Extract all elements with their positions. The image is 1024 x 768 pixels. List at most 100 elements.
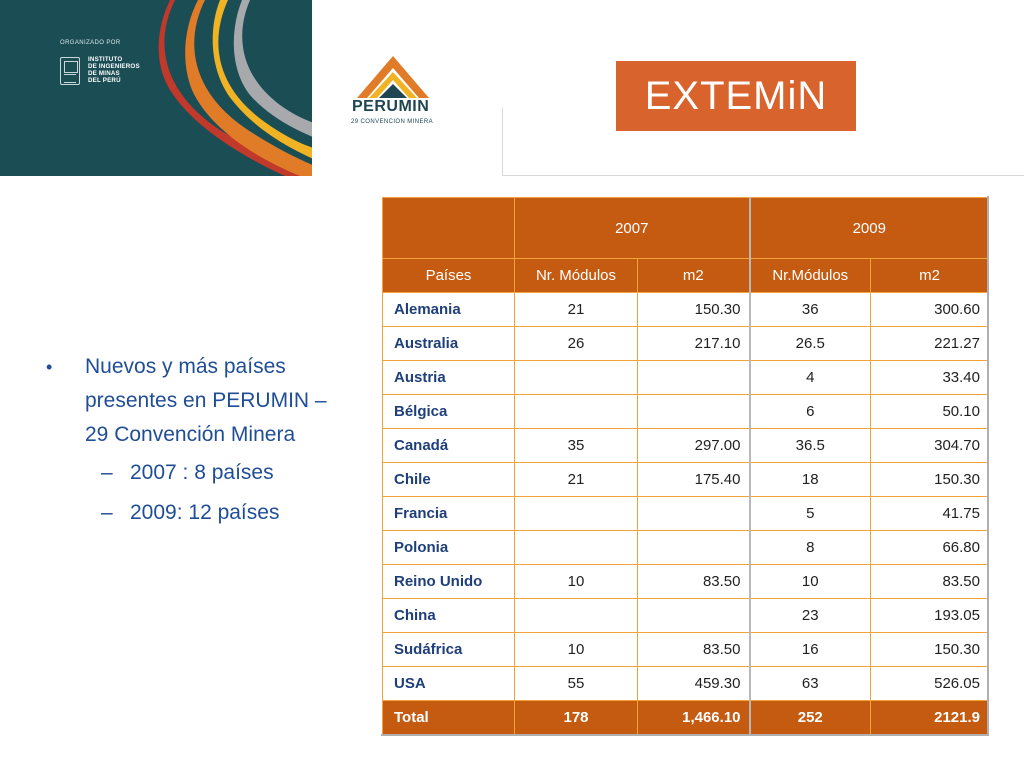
extemin-logo-text: EXTEMiN — [644, 73, 828, 118]
country-cell: Francia — [382, 496, 515, 531]
table-row: Polonia 8 66.80 — [382, 530, 989, 565]
m2-2007-cell: 150.30 — [637, 292, 750, 327]
institute-name-line: DE MINAS — [88, 70, 120, 77]
modules-2009-cell: 10 — [748, 564, 871, 599]
year-header-row: 2007 2009 — [382, 197, 989, 259]
institute-name-line: INSTITUTO — [88, 56, 123, 63]
m2-2009-cell: 66.80 — [870, 530, 989, 565]
modules-2007-cell — [514, 530, 638, 565]
modules-2009-cell: 36 — [748, 292, 871, 327]
sub-bullet-item: – 2007 : 8 países — [46, 453, 336, 493]
column-header-row: Países Nr. Módulos m2 Nr.Módulos m2 — [382, 258, 989, 293]
table-row: Austria 4 33.40 — [382, 360, 989, 395]
m2-2009-cell: 150.30 — [870, 462, 989, 497]
header-band: ORGANIZADO POR INSTITUTO DE INGENIEROS D… — [0, 0, 312, 176]
bullet-marker: • — [46, 357, 53, 377]
bullet-text: Nuevos y más países presentes en PERUMIN… — [85, 355, 327, 446]
modules-2009-cell: 252 — [748, 700, 871, 735]
sub-bullet-dash: – — [101, 501, 113, 524]
country-cell: USA — [382, 666, 515, 701]
country-cell: Bélgica — [382, 394, 515, 429]
m2-2007-cell: 83.50 — [637, 564, 750, 599]
m2-2009-cell: 193.05 — [870, 598, 989, 633]
perumin-subtitle: 29 CONVENCION MINERA — [351, 119, 434, 125]
modules-2009-cell: 6 — [748, 394, 871, 429]
bullet-list: • Nuevos y más países presentes en PERUM… — [46, 350, 336, 533]
column-header-m2-2007: m2 — [637, 258, 750, 293]
header-divider-vertical — [502, 108, 503, 176]
modules-2007-cell: 55 — [514, 666, 638, 701]
modules-2007-cell — [514, 598, 638, 633]
m2-2007-cell: 217.10 — [637, 326, 750, 361]
country-cell: Alemania — [382, 292, 515, 327]
m2-2007-cell — [637, 598, 750, 633]
institute-name: INSTITUTO DE INGENIEROS DE MINAS DEL PER… — [88, 56, 178, 84]
institute-name-line: DEL PERÚ — [88, 77, 121, 84]
organizer-label: ORGANIZADO POR — [60, 40, 121, 46]
header-divider-horizontal — [502, 175, 1024, 176]
year-header-blank — [382, 197, 515, 259]
table-row: China 23 193.05 — [382, 598, 989, 633]
perumin-mountain-icon — [357, 56, 429, 98]
m2-2009-cell: 41.75 — [870, 496, 989, 531]
m2-2009-cell: 33.40 — [870, 360, 989, 395]
modules-2009-cell: 63 — [748, 666, 871, 701]
table-row: Chile 21 175.40 18 150.30 — [382, 462, 989, 497]
m2-2007-cell: 297.00 — [637, 428, 750, 463]
country-cell: Canadá — [382, 428, 515, 463]
m2-2009-cell: 221.27 — [870, 326, 989, 361]
bullet-item: • Nuevos y más países presentes en PERUM… — [46, 350, 336, 452]
modules-2007-cell — [514, 360, 638, 395]
sub-bullet-list: – 2007 : 8 países – 2009: 12 países — [46, 453, 336, 533]
modules-2007-cell: 10 — [514, 564, 638, 599]
modules-2009-cell: 5 — [748, 496, 871, 531]
m2-2009-cell: 526.05 — [870, 666, 989, 701]
table-row: Francia 5 41.75 — [382, 496, 989, 531]
modules-2007-cell: 35 — [514, 428, 638, 463]
modules-2009-cell: 18 — [748, 462, 871, 497]
modules-2007-cell: 21 — [514, 292, 638, 327]
modules-2009-cell: 23 — [748, 598, 871, 633]
column-header-countries: Países — [382, 258, 515, 293]
modules-2007-cell: 26 — [514, 326, 638, 361]
table-row: Reino Unido 10 83.50 10 83.50 — [382, 564, 989, 599]
sub-bullet-item: – 2009: 12 países — [46, 493, 336, 533]
modules-2009-cell: 16 — [748, 632, 871, 667]
m2-2007-cell: 1,466.10 — [637, 700, 750, 735]
m2-2007-cell: 459.30 — [637, 666, 750, 701]
country-cell: Austria — [382, 360, 515, 395]
modules-2009-cell: 36.5 — [748, 428, 871, 463]
country-cell: Reino Unido — [382, 564, 515, 599]
table-row: Sudáfrica 10 83.50 16 150.30 — [382, 632, 989, 667]
table-total-row: Total 178 1,466.10 252 2121.9 — [382, 700, 989, 735]
modules-2009-cell: 8 — [748, 530, 871, 565]
perumin-name: PERUMIN — [352, 98, 430, 115]
country-cell: China — [382, 598, 515, 633]
header-swoosh-graphic — [158, 0, 312, 176]
modules-2009-cell: 4 — [748, 360, 871, 395]
country-cell: Polonia — [382, 530, 515, 565]
m2-2007-cell: 175.40 — [637, 462, 750, 497]
m2-2009-cell: 304.70 — [870, 428, 989, 463]
modules-2007-cell — [514, 394, 638, 429]
year-2007-header: 2007 — [514, 197, 750, 259]
country-cell: Australia — [382, 326, 515, 361]
extemin-logo: EXTEMiN — [616, 61, 856, 131]
m2-2009-cell: 50.10 — [870, 394, 989, 429]
sub-bullet-text: 2009: 12 países — [130, 501, 280, 524]
table-row: Alemania 21 150.30 36 300.60 — [382, 292, 989, 327]
institute-name-line: DE INGENIEROS — [88, 63, 140, 70]
table-row: USA 55 459.30 63 526.05 — [382, 666, 989, 701]
modules-2007-cell: 21 — [514, 462, 638, 497]
year-2009-header: 2009 — [748, 197, 989, 259]
modules-2007-cell — [514, 496, 638, 531]
m2-2009-cell: 2121.9 — [870, 700, 989, 735]
sub-bullet-text: 2007 : 8 países — [130, 461, 274, 484]
table-row: Bélgica 6 50.10 — [382, 394, 989, 429]
modules-2009-cell: 26.5 — [748, 326, 871, 361]
m2-2007-cell — [637, 496, 750, 531]
modules-2007-cell: 10 — [514, 632, 638, 667]
country-cell: Total — [382, 700, 515, 735]
m2-2007-cell — [637, 394, 750, 429]
m2-2007-cell — [637, 530, 750, 565]
